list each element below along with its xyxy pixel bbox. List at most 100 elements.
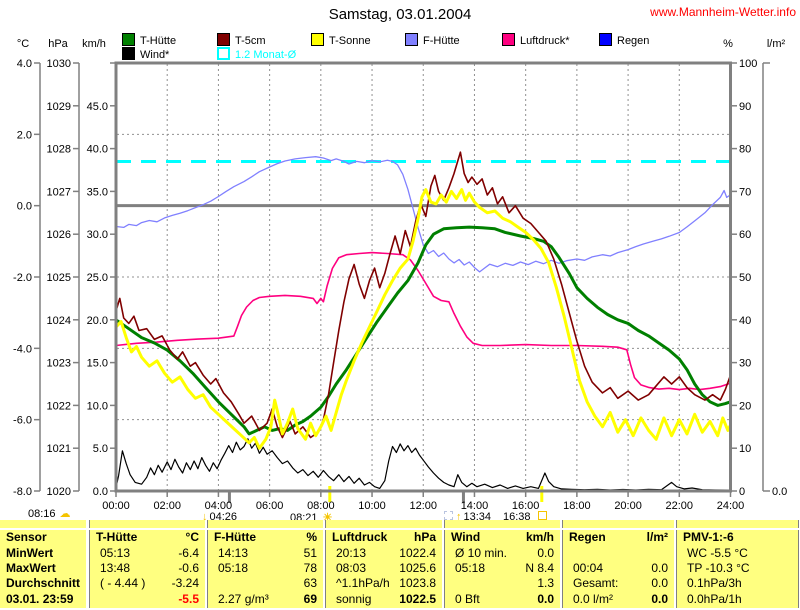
sunset-square-icon	[537, 511, 547, 520]
t-sonne-curve	[114, 188, 732, 450]
table-column: PMV-1:-6 WC -5.5 °C TP -10.3 °C 0.1hPa/3h 0.…	[676, 520, 799, 608]
table-cell-text: 05:13	[100, 546, 131, 560]
kmh-tick-label: 35.0	[87, 186, 108, 198]
percent-tick-label: 70	[739, 186, 751, 198]
table-cell-text: 08:03	[336, 561, 367, 575]
table-row: ^1.1hPa/h 1023.8	[326, 576, 442, 591]
kmh-tick-label: 30.0	[87, 229, 108, 241]
hpa-tick-label: 1025	[47, 272, 71, 284]
table-cell-text: sonnig	[336, 592, 372, 606]
celsius-tick-label: -4.0	[13, 343, 32, 355]
table-col-unit: %	[306, 530, 317, 544]
unit-label-percent: %	[723, 38, 733, 50]
time-tick-label: 06:00	[256, 500, 284, 512]
table-cell-text: 14:13	[218, 546, 249, 560]
table-cell-text: 0.1hPa/3h	[687, 576, 742, 590]
table-cell-value: 1.3	[537, 576, 554, 590]
table-cell-value: N 8.4	[525, 561, 554, 575]
unit-label-hpa: hPa	[48, 38, 68, 50]
table-row: 20:13 1022.4	[326, 546, 442, 561]
hpa-tick-label: 1020	[47, 486, 71, 498]
table-cell-text: ( - 4.44 )	[100, 576, 146, 590]
time-tick-label: 14:00	[461, 500, 489, 512]
table-cell-text: Ø 10 min.	[455, 546, 508, 560]
table-col-unit: °C	[185, 530, 199, 544]
table-row: T-Hütte °C	[90, 530, 205, 545]
table-row: MaxWert	[0, 561, 86, 576]
table-col-unit: l/m²	[646, 530, 668, 544]
table-row	[563, 546, 674, 561]
t-sonne-legend-swatch-icon	[311, 33, 324, 46]
table-cell-value: 1025.6	[399, 561, 436, 575]
site-link[interactable]: www.Mannheim-Wetter.info	[650, 5, 796, 19]
table-cell-value: 0.0	[537, 546, 554, 560]
table-row-label: Durchschnitt	[6, 576, 81, 590]
hpa-tick-label: 1027	[47, 186, 71, 198]
table-column: T-Hütte °C 05:13 -6.4 13:48 -0.6 ( - 4.44 ) -3.…	[89, 520, 205, 608]
table-cell-text: 00:04	[573, 561, 604, 575]
table-cell-value: -3.24	[171, 576, 199, 590]
table-row: WC -5.5 °C	[677, 546, 798, 561]
table-cell-value: 0.0	[537, 592, 554, 606]
percent-tick-label: 90	[739, 101, 751, 113]
celsius-tick-label: 4.0	[17, 58, 32, 70]
table-cell-value: 1022.4	[399, 546, 436, 560]
table-row-label: Sensor	[6, 530, 47, 544]
unit-label-celsius: °C	[16, 38, 30, 50]
cloud-icon: ☁	[59, 508, 71, 520]
percent-tick-label: 0	[739, 486, 745, 498]
celsius-tick-label: -8.0	[13, 486, 32, 498]
kmh-tick-label: 5.0	[93, 443, 108, 455]
time-tick-label: 00:00	[102, 500, 130, 512]
table-cell-value: 51	[303, 546, 317, 560]
table-row: Sensor	[0, 530, 86, 545]
table-cell-value: 1022.5	[399, 592, 436, 606]
table-row: 05:18 78	[208, 561, 323, 576]
table-row: Gesamt: 0.0	[563, 576, 674, 591]
time-tick-label: 18:00	[563, 500, 591, 512]
f-huette-legend-swatch-icon	[405, 33, 418, 46]
table-cell-value: 0.0	[651, 576, 668, 590]
table-top-separator	[0, 528, 800, 530]
table-cell-text: Gesamt:	[573, 576, 619, 590]
table-col-header: PMV-1:-6	[683, 530, 734, 544]
table-column: Luftdruck hPa 20:13 1022.4 08:03 1025.6 ^1.1hP…	[325, 520, 442, 608]
percent-tick-label: 60	[739, 229, 751, 241]
percent-tick-label: 50	[739, 272, 751, 284]
unit-label-lm2: l/m²	[766, 38, 786, 50]
t-5cm-legend-swatch-icon	[217, 33, 230, 46]
table-row: 05:18 N 8.4	[445, 561, 560, 576]
table-row: 0.0 l/m² 0.0	[563, 592, 674, 607]
legend-label: Wind*	[140, 48, 170, 61]
t-huette-legend-swatch-icon	[122, 33, 135, 46]
wind-curve	[115, 438, 732, 491]
legend-item-wind: Wind*	[122, 46, 170, 61]
table-cell-text: 0 Bft	[455, 592, 480, 606]
kmh-tick-label: 45.0	[87, 101, 108, 113]
hpa-tick-label: 1022	[47, 400, 71, 412]
time-tick-label: 22:00	[666, 500, 694, 512]
table-row: Ø 10 min. 0.0	[445, 546, 560, 561]
table-cell-value: 78	[303, 561, 317, 575]
monat-avg-legend-swatch-icon	[217, 46, 230, 60]
table-row: -5.5	[90, 592, 205, 607]
time-tick-label: 08:00	[307, 500, 335, 512]
time-tick-label: 12:00	[409, 500, 437, 512]
legend-item-luftdruck: Luftdruck*	[502, 33, 570, 47]
weather-chart: 4.02.00.0-2.0-4.0-6.0-8.0103010291028102…	[13, 58, 787, 512]
table-row: 05:13 -6.4	[90, 546, 205, 561]
table-cell-value: 0.0	[651, 592, 668, 606]
table-row: 1.3	[445, 576, 560, 591]
hpa-tick-label: 1026	[47, 229, 71, 241]
legend-label: 1.2 Monat-Ø	[235, 48, 297, 61]
table-cell-text: 0.0hPa/1h	[687, 592, 742, 606]
table-cell-text: 20:13	[336, 546, 367, 560]
time-label: 08:16	[28, 508, 56, 520]
table-col-header: Regen	[569, 530, 606, 544]
table-cell-value: -0.6	[178, 561, 199, 575]
luftdruck-curve	[115, 251, 732, 391]
percent-tick-label: 30	[739, 358, 751, 370]
celsius-tick-label: 0.0	[17, 201, 32, 213]
kmh-tick-label: 40.0	[87, 144, 108, 156]
